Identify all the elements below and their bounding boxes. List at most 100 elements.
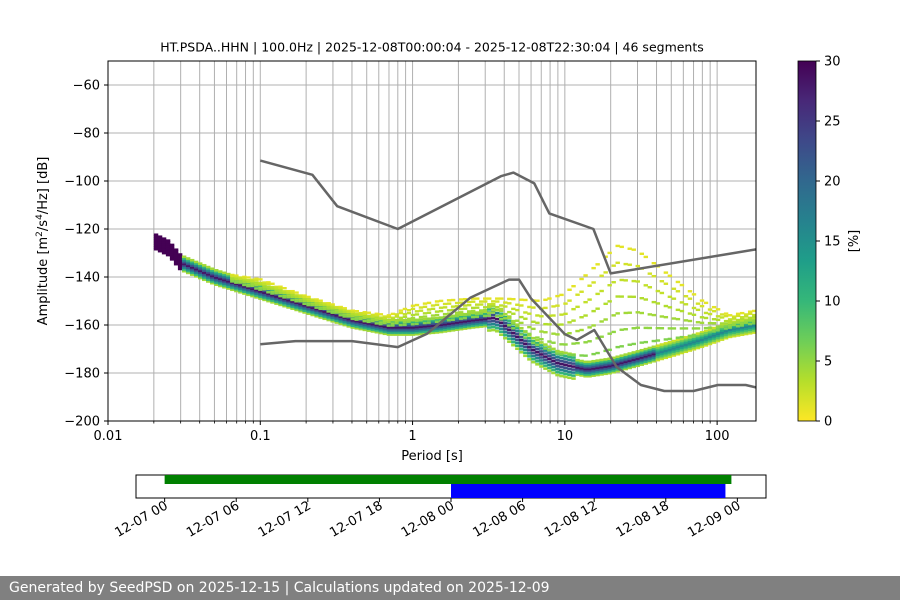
psd-cell <box>579 363 584 366</box>
psd-cell <box>743 323 749 327</box>
psd-cell <box>627 357 632 361</box>
psd-cell <box>406 329 412 333</box>
psd-cell <box>479 316 484 319</box>
psd-cell <box>318 310 323 314</box>
psd-cell <box>434 300 440 303</box>
psd-cell <box>719 322 725 325</box>
psd-cell <box>615 295 620 298</box>
psd-cell <box>719 332 725 336</box>
psd-cell <box>675 308 681 312</box>
psd-cell <box>454 311 460 314</box>
psd-cell <box>230 286 235 290</box>
psd-cell <box>314 313 319 316</box>
psd-cell <box>165 251 171 255</box>
psd-cell <box>354 314 359 317</box>
psd-cell <box>559 293 564 297</box>
psd-cell <box>559 362 564 366</box>
psd-cell <box>695 332 701 335</box>
psd-cell <box>583 300 588 304</box>
psd-cell <box>310 302 315 305</box>
psd-cell <box>651 358 657 361</box>
psd-cell <box>466 315 472 319</box>
psd-cell <box>181 268 187 271</box>
psd-cell <box>671 341 677 345</box>
psd-cell <box>470 326 476 329</box>
psd-cell <box>599 369 604 373</box>
psd-cell <box>390 324 396 327</box>
psd-cell <box>318 302 323 305</box>
colorbar-tick-label: 5 <box>824 355 832 370</box>
psd-cell <box>370 326 376 330</box>
psd-cell <box>707 330 713 333</box>
psd-cell <box>647 355 653 359</box>
psd-cell <box>454 323 460 326</box>
psd-cell <box>206 269 211 272</box>
psd-cell <box>507 302 512 305</box>
psd-cell <box>579 328 584 332</box>
psd-cell <box>571 353 576 357</box>
psd-cell <box>747 326 753 330</box>
psd-cell <box>165 239 171 242</box>
psd-cell <box>519 341 524 345</box>
psd-cell <box>675 343 681 347</box>
psd-cell <box>479 318 484 321</box>
psd-cell <box>599 274 604 277</box>
psd-cell <box>663 304 669 308</box>
psd-cell <box>193 267 199 271</box>
psd-cell <box>531 341 536 345</box>
psd-cell <box>547 360 552 364</box>
psd-cell <box>470 297 476 300</box>
timeline-tick-label: 12-08 18 <box>614 498 672 540</box>
psd-cell <box>374 325 380 329</box>
psd-cell <box>346 323 351 326</box>
psd-cell <box>551 314 556 317</box>
psd-cell <box>330 307 335 310</box>
psd-cell <box>282 304 287 308</box>
psd-cell <box>169 250 175 254</box>
psd-cell <box>711 335 717 339</box>
psd-cell <box>671 297 677 300</box>
psd-cell <box>286 295 291 299</box>
psd-cell <box>719 325 725 328</box>
psd-cell <box>687 347 693 350</box>
psd-cell <box>306 302 311 305</box>
psd-cell <box>747 310 753 313</box>
psd-cell <box>378 326 384 329</box>
psd-cell <box>583 314 588 317</box>
psd-cell <box>587 364 592 367</box>
psd-cell <box>242 288 247 292</box>
psd-cell <box>446 329 452 333</box>
psd-cell <box>575 305 580 309</box>
psd-cell <box>559 353 564 356</box>
psd-cell <box>165 244 171 248</box>
psd-cell <box>543 349 548 352</box>
psd-cell <box>390 322 396 325</box>
psd-cell <box>446 322 452 325</box>
psd-cell <box>659 280 665 283</box>
psd-cell <box>238 280 243 283</box>
psd-cell <box>603 361 608 365</box>
psd-cell <box>386 322 392 326</box>
psd-cell <box>246 288 251 291</box>
psd-cell <box>587 369 592 373</box>
psd-cell <box>326 303 331 306</box>
psd-cell <box>206 265 211 269</box>
psd-cell <box>635 280 640 283</box>
psd-cell <box>571 371 576 374</box>
psd-cell <box>458 315 464 318</box>
psd-cell <box>434 322 440 325</box>
psd-cell <box>715 325 721 329</box>
psd-cell <box>491 313 496 317</box>
psd-cell <box>306 299 311 303</box>
psd-cell <box>210 271 215 274</box>
psd-cell <box>535 354 540 357</box>
psd-cell <box>450 327 456 330</box>
psd-cell <box>274 295 279 298</box>
psd-cell <box>683 337 689 341</box>
psd-cell <box>458 313 464 317</box>
psd-cell <box>165 246 171 250</box>
psd-cell <box>226 279 231 283</box>
psd-cell <box>683 339 689 343</box>
psd-cell <box>222 275 227 278</box>
psd-cell <box>442 312 448 316</box>
